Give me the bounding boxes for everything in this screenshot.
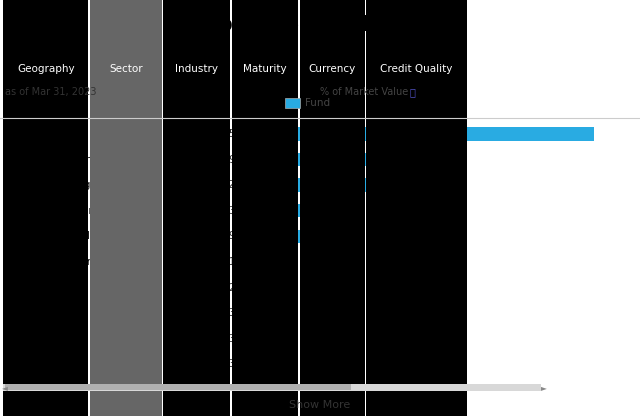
Text: 6.01: 6.01: [212, 257, 236, 267]
Text: as of Mar 31, 2023: as of Mar 31, 2023: [5, 87, 97, 97]
Bar: [237, 255, 285, 269]
Bar: [237, 332, 243, 345]
Text: 5.82: 5.82: [211, 282, 236, 292]
Text: 27.29: 27.29: [204, 154, 236, 165]
Text: Investment Grade Credit: Investment Grade Credit: [13, 206, 150, 216]
Text: Maturity: Maturity: [243, 64, 287, 74]
Bar: [237, 153, 457, 166]
Text: Industry: Industry: [175, 64, 218, 74]
Text: ⓘ: ⓘ: [410, 87, 415, 97]
Text: Municipals: Municipals: [13, 359, 72, 369]
Text: Sector: Sector: [109, 64, 143, 74]
Bar: [237, 127, 594, 141]
Text: 10.99: 10.99: [204, 231, 236, 241]
Text: 0.83: 0.83: [212, 308, 236, 318]
Text: % of Market Value: % of Market Value: [320, 87, 408, 97]
Bar: [237, 178, 383, 192]
Text: Bank Loans: Bank Loans: [13, 282, 77, 292]
Text: Emerging Markets: Emerging Markets: [13, 257, 114, 267]
Bar: [237, 307, 243, 320]
Text: ►: ►: [198, 98, 206, 108]
Bar: [237, 281, 284, 294]
Text: ◄: ◄: [2, 383, 8, 392]
Text: Geography: Geography: [17, 64, 75, 74]
Text: Credit Quality: Credit Quality: [380, 64, 453, 74]
Text: Fund ▼: Fund ▼: [237, 97, 282, 110]
Text: Non-US Developed: Non-US Developed: [13, 231, 117, 241]
Text: 0.73: 0.73: [212, 334, 236, 344]
Text: Securitized Products: Securitized Products: [13, 154, 127, 165]
Text: 18.22: 18.22: [204, 180, 236, 190]
Text: 12.73: 12.73: [204, 206, 236, 216]
Text: Fund: Fund: [305, 98, 330, 108]
Text: Equity: Equity: [13, 334, 48, 344]
Bar: [237, 204, 339, 218]
Text: Agency Mortgages: Agency Mortgages: [13, 180, 116, 190]
Text: Show More: Show More: [289, 400, 351, 410]
Text: High Yield: High Yield: [13, 129, 68, 139]
Text: 44.35: 44.35: [204, 129, 236, 139]
Text: ►: ►: [541, 383, 547, 392]
Bar: [237, 230, 325, 243]
Text: Other: Other: [13, 308, 44, 318]
Text: Exposure Breakdowns: Exposure Breakdowns: [189, 15, 451, 35]
Text: Type: Type: [5, 97, 36, 110]
Text: Currency: Currency: [308, 64, 356, 74]
Text: 0.03: 0.03: [212, 359, 236, 369]
